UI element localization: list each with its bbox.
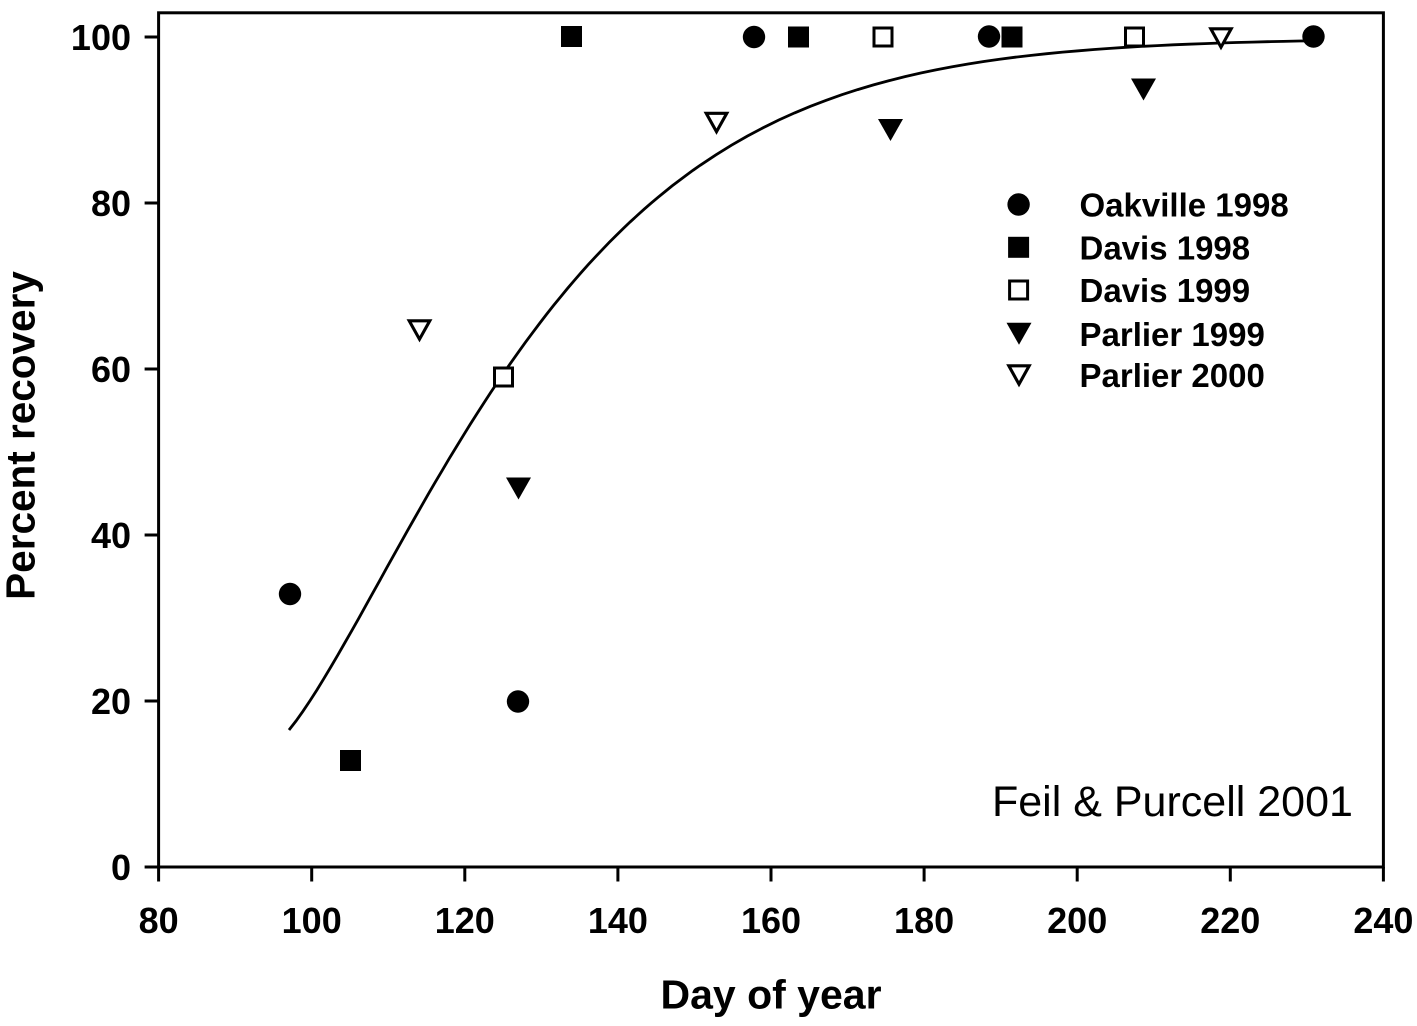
- svg-text:100: 100: [71, 17, 131, 58]
- svg-text:200: 200: [1047, 900, 1107, 941]
- svg-text:0: 0: [111, 847, 131, 888]
- svg-text:Day of year: Day of year: [660, 972, 881, 1018]
- svg-text:Davis 1999: Davis 1999: [1080, 272, 1251, 309]
- svg-text:Oakville 1998: Oakville 1998: [1080, 187, 1289, 224]
- svg-text:80: 80: [91, 183, 131, 224]
- svg-text:Davis 1998: Davis 1998: [1080, 229, 1251, 266]
- svg-text:Parlier 1999: Parlier 1999: [1080, 316, 1265, 353]
- svg-text:Parlier 2000: Parlier 2000: [1080, 357, 1265, 394]
- svg-text:160: 160: [741, 900, 801, 941]
- svg-text:20: 20: [91, 681, 131, 722]
- svg-text:100: 100: [282, 900, 342, 941]
- svg-text:140: 140: [588, 900, 648, 941]
- svg-text:Percent recovery: Percent recovery: [0, 271, 43, 600]
- svg-text:240: 240: [1353, 900, 1413, 941]
- svg-text:Feil & Purcell 2001: Feil & Purcell 2001: [992, 778, 1353, 826]
- svg-text:180: 180: [894, 900, 954, 941]
- svg-text:40: 40: [91, 515, 131, 556]
- svg-text:80: 80: [139, 900, 179, 941]
- svg-text:120: 120: [435, 900, 495, 941]
- svg-text:220: 220: [1200, 900, 1260, 941]
- svg-text:60: 60: [91, 349, 131, 390]
